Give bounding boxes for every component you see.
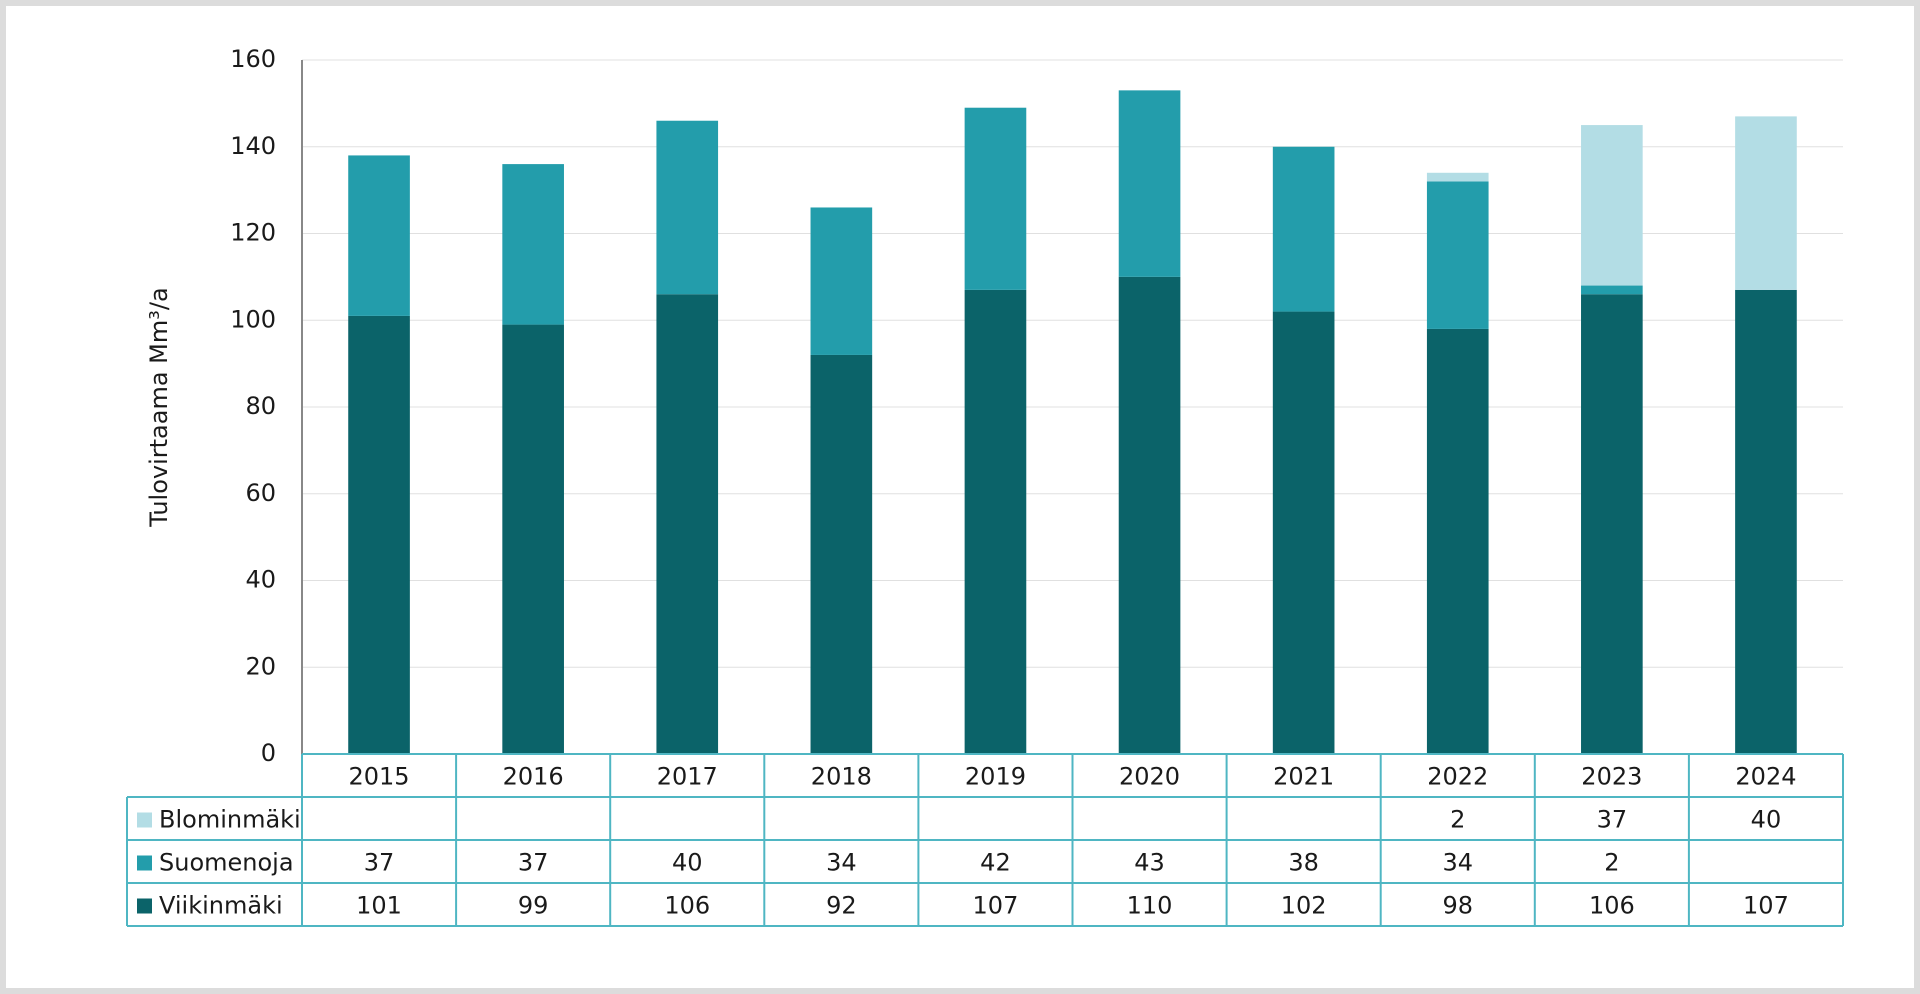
x-tick-label: 2017 (657, 763, 718, 791)
table-value: 92 (826, 892, 857, 920)
bar-segment (1272, 311, 1335, 754)
x-tick-label: 2020 (1119, 763, 1180, 791)
y-tick-label: 160 (230, 45, 276, 73)
bar-segment (964, 107, 1027, 290)
table-value: 101 (356, 892, 402, 920)
y-axis-label: Tulovirtaama Mm³/a (145, 287, 173, 527)
table-value: 40 (672, 849, 703, 877)
bar-segment (1581, 294, 1643, 754)
table-value: 98 (1442, 892, 1473, 920)
bar-segment (1118, 276, 1181, 754)
bar-segment (502, 164, 564, 325)
table-value: 102 (1281, 892, 1327, 920)
bar-segment (1426, 328, 1489, 754)
x-tick-label: 2015 (349, 763, 410, 791)
bar-segment (1272, 146, 1335, 312)
y-tick-label: 40 (245, 566, 276, 594)
table-value: 99 (518, 892, 549, 920)
bar-segment (1735, 116, 1797, 290)
bar-segment (1735, 289, 1797, 754)
x-tick-label: 2018 (811, 763, 872, 791)
table-value: 106 (1589, 892, 1635, 920)
legend-swatch (137, 855, 152, 871)
table-value: 34 (1442, 849, 1473, 877)
bar-segment (1581, 125, 1643, 286)
legend-label: Blominmäki (159, 806, 301, 834)
table-value: 37 (518, 849, 549, 877)
legend-swatch (137, 898, 152, 914)
y-tick-label: 140 (230, 132, 276, 160)
x-tick-label: 2024 (1735, 763, 1796, 791)
table-value: 42 (980, 849, 1011, 877)
y-tick-label: 60 (245, 479, 276, 507)
x-tick-label: 2021 (1273, 763, 1334, 791)
y-tick-label: 120 (230, 219, 276, 247)
y-tick-label: 20 (245, 652, 276, 680)
bar-segment (1581, 285, 1643, 295)
bar-segment (964, 289, 1027, 754)
y-tick-label: 80 (245, 392, 276, 420)
table-value: 37 (364, 849, 395, 877)
bar-segment (810, 354, 873, 754)
table-value: 107 (1743, 892, 1789, 920)
table-value: 107 (973, 892, 1019, 920)
table-value: 106 (664, 892, 710, 920)
bar-segment (348, 155, 410, 316)
table-value: 43 (1134, 849, 1165, 877)
table-value: 110 (1127, 892, 1173, 920)
bar-segment (348, 315, 410, 754)
y-tick-label: 100 (230, 305, 276, 333)
bar-segment (1118, 90, 1181, 277)
x-tick-label: 2022 (1427, 763, 1488, 791)
bar-segment (656, 120, 719, 295)
table-value: 2 (1450, 806, 1465, 834)
legend-swatch (137, 812, 152, 828)
y-tick-label: 0 (261, 739, 276, 767)
table-value: 34 (826, 849, 857, 877)
bar-segment (502, 324, 564, 754)
bar-segment (1426, 172, 1489, 182)
table-value: 40 (1751, 806, 1782, 834)
bar-segment (810, 207, 873, 355)
bar-segment (1426, 181, 1489, 329)
legend-label: Suomenoja (159, 849, 294, 877)
table-value: 2 (1604, 849, 1619, 877)
bar-segment (656, 294, 719, 754)
table-value: 38 (1288, 849, 1319, 877)
x-tick-label: 2023 (1581, 763, 1642, 791)
table-value: 37 (1597, 806, 1628, 834)
legend-label: Viikinmäki (159, 892, 283, 920)
x-tick-label: 2019 (965, 763, 1026, 791)
x-tick-label: 2016 (503, 763, 564, 791)
